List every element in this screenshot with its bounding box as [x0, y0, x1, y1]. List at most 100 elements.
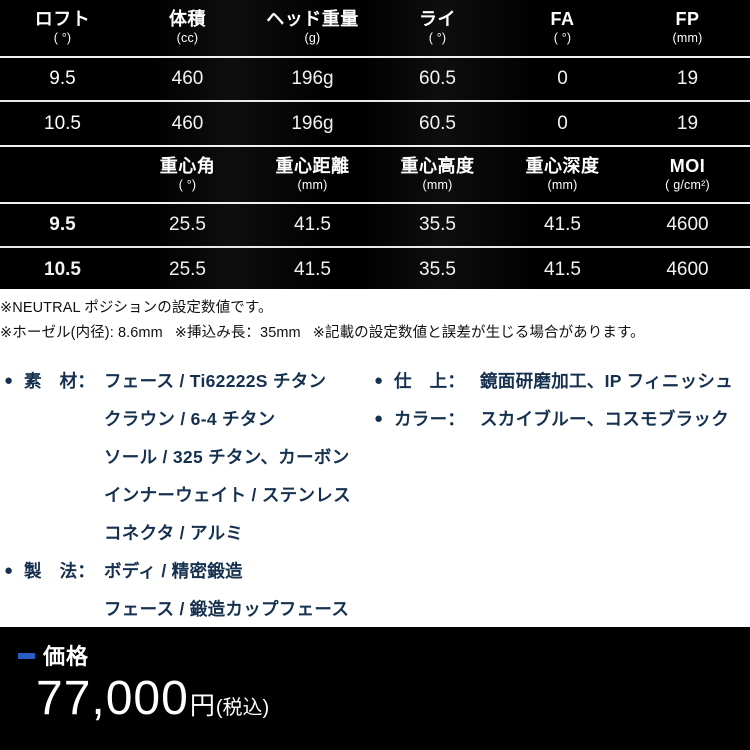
- col-header-loft: ロフト ( °): [0, 0, 125, 57]
- material-row-finish: ● 仕 上： 鏡面研磨加工、IP フィニッシュ: [374, 362, 750, 400]
- table-row: 9.5 460 196g 60.5 0 19: [0, 56, 750, 101]
- material-value-inner-weight: インナーウェイト / ステンレス: [104, 485, 351, 505]
- material-row-body-process: ● 製 法： ボディ / 精密鍛造: [4, 552, 384, 590]
- cell-fp: 19: [625, 56, 750, 101]
- material-value-crown: クラウン / 6-4 チタン: [104, 409, 276, 429]
- material-row-face-process: ● フェース / 鍛造カップフェース: [4, 590, 384, 628]
- cell-head-weight: 196g: [250, 56, 375, 101]
- table-row: 9.5 25.5 41.5 35.5 41.5 4600: [0, 202, 750, 247]
- col-header-cg-height: 重心高度 (mm): [375, 145, 500, 203]
- cell-loft: 10.5: [0, 246, 125, 291]
- spec-notes: ※NEUTRAL ポジションの設定数値です。 ※ホーゼル(内径): 8.6mm ※…: [0, 296, 750, 346]
- note-hosel: ※ホーゼル(内径): 8.6mm: [0, 324, 163, 341]
- col-header-cg-distance-label: 重心距離: [275, 155, 350, 176]
- col-header-fp: FP (mm): [625, 0, 750, 57]
- material-value-finish: 鏡面研磨加工、IP フィニッシュ: [480, 371, 734, 391]
- col-header-cg-distance: 重心距離 (mm): [250, 145, 375, 203]
- col-header-cg-height-unit: (mm): [422, 177, 453, 192]
- col-header-cg-height-label: 重心高度: [400, 155, 475, 176]
- col-header-head-weight-unit: (g): [304, 31, 321, 46]
- price-value: 77,000: [36, 672, 189, 725]
- basic-spec-table: ロフト ( °) 体積 (cc) ヘッド重量 (g) ライ ( °) FA: [0, 0, 750, 145]
- cell-cg-depth: 41.5: [500, 246, 625, 291]
- col-header-moi: MOI ( g/cm²): [625, 145, 750, 203]
- cell-lie: 60.5: [375, 56, 500, 101]
- col-header-blank: [0, 145, 125, 203]
- cell-moi: 4600: [625, 202, 750, 247]
- material-row-face: ● 素 材： フェース / Ti62222S チタン: [4, 362, 384, 400]
- price-tax-note: (税込): [215, 697, 270, 719]
- cell-fp: 19: [625, 100, 750, 145]
- material-value-face: フェース / Ti62222S チタン: [104, 371, 327, 391]
- col-header-cg-angle: 重心角 ( °): [125, 145, 250, 203]
- material-value-color: スカイブルー、コスモブラック: [480, 409, 730, 429]
- material-value-connector: コネクタ / アルミ: [104, 523, 244, 543]
- col-header-fa-unit: ( °): [553, 31, 572, 46]
- col-header-head-weight-label: ヘッド重量: [266, 9, 359, 30]
- note-line-neutral: ※NEUTRAL ポジションの設定数値です。: [0, 300, 273, 316]
- cell-loft: 10.5: [0, 100, 125, 145]
- col-header-lie: ライ ( °): [375, 0, 500, 57]
- col-header-fa-label: FA: [550, 9, 575, 30]
- table-row: 10.5 460 196g 60.5 0 19: [0, 100, 750, 145]
- col-header-cg-distance-unit: (mm): [297, 177, 328, 192]
- col-header-volume-unit: (cc): [176, 31, 199, 46]
- note-insert-length: ※挿込み長：35mm: [174, 324, 301, 341]
- materials-left-column: ● 素 材： フェース / Ti62222S チタン ● クラウン / 6-4 …: [4, 362, 384, 628]
- material-label-製法: 製 法：: [24, 561, 96, 581]
- col-header-fa: FA ( °): [500, 0, 625, 57]
- bullet-icon: ●: [4, 562, 14, 579]
- cg-spec-table: 重心角 ( °) 重心距離 (mm) 重心高度 (mm) 重心深度 (mm) M…: [0, 145, 750, 291]
- material-row-crown: ● クラウン / 6-4 チタン: [4, 400, 384, 438]
- note-tolerance: ※記載の設定数値と誤差が生じる場合があります。: [312, 324, 645, 341]
- material-value-body-process: ボディ / 精密鍛造: [104, 561, 243, 581]
- bullet-icon: ●: [4, 372, 14, 389]
- material-row-inner-weight: ● インナーウェイト / ステンレス: [4, 476, 384, 514]
- price-banner: 価格 77,000 円 (税込): [0, 627, 750, 750]
- col-header-moi-label: MOI: [669, 155, 706, 176]
- cg-spec-header-row: 重心角 ( °) 重心距離 (mm) 重心高度 (mm) 重心深度 (mm) M…: [0, 145, 750, 203]
- col-header-lie-unit: ( °): [428, 31, 447, 46]
- cell-fa: 0: [500, 100, 625, 145]
- col-header-volume-label: 体積: [169, 9, 206, 30]
- col-header-loft-unit: ( °): [53, 31, 72, 46]
- material-value-sole: ソール / 325 チタン、カーボン: [104, 447, 350, 467]
- cell-head-weight: 196g: [250, 100, 375, 145]
- cell-volume: 460: [125, 100, 250, 145]
- cell-fa: 0: [500, 56, 625, 101]
- table-row: 10.5 25.5 41.5 35.5 41.5 4600: [0, 246, 750, 291]
- cell-cg-height: 35.5: [375, 246, 500, 291]
- material-value-face-process: フェース / 鍛造カップフェース: [104, 599, 350, 619]
- cell-cg-depth: 41.5: [500, 202, 625, 247]
- col-header-fp-label: FP: [675, 9, 700, 30]
- col-header-volume: 体積 (cc): [125, 0, 250, 57]
- material-label-素材: 素 材：: [24, 371, 96, 391]
- cell-cg-angle: 25.5: [125, 246, 250, 291]
- cell-lie: 60.5: [375, 100, 500, 145]
- col-header-moi-unit: ( g/cm²): [665, 177, 710, 192]
- col-header-lie-label: ライ: [419, 9, 456, 30]
- col-header-cg-depth-label: 重心深度: [525, 155, 600, 176]
- price-amount: 77,000 円 (税込): [36, 671, 269, 726]
- cell-cg-angle: 25.5: [125, 202, 250, 247]
- cell-volume: 460: [125, 56, 250, 101]
- cell-cg-height: 35.5: [375, 202, 500, 247]
- accent-dash-icon: [18, 653, 35, 659]
- spec-tables-panel: ロフト ( °) 体積 (cc) ヘッド重量 (g) ライ ( °) FA: [0, 0, 750, 291]
- note-line-hosel: ※ホーゼル(内径): 8.6mm ※挿込み長：35mm ※記載の設定数値と誤差が生じ…: [0, 321, 750, 346]
- material-label-仕上: 仕 上：: [394, 371, 466, 391]
- material-row-color: ● カラー： スカイブルー、コスモブラック: [374, 400, 750, 438]
- col-header-cg-depth-unit: (mm): [547, 177, 578, 192]
- material-row-connector: ● コネクタ / アルミ: [4, 514, 384, 552]
- cell-moi: 4600: [625, 246, 750, 291]
- bullet-icon: ●: [374, 372, 384, 389]
- cell-loft: 9.5: [0, 202, 125, 247]
- price-heading: 価格: [18, 639, 89, 671]
- materials-right-column: ● 仕 上： 鏡面研磨加工、IP フィニッシュ ● カラー： スカイブルー、コス…: [374, 362, 750, 438]
- col-header-cg-angle-unit: ( °): [178, 177, 197, 192]
- material-row-sole: ● ソール / 325 チタン、カーボン: [4, 438, 384, 476]
- bullet-icon: ●: [374, 410, 384, 427]
- col-header-cg-angle-label: 重心角: [159, 155, 216, 176]
- material-label-カラー: カラー：: [394, 409, 466, 429]
